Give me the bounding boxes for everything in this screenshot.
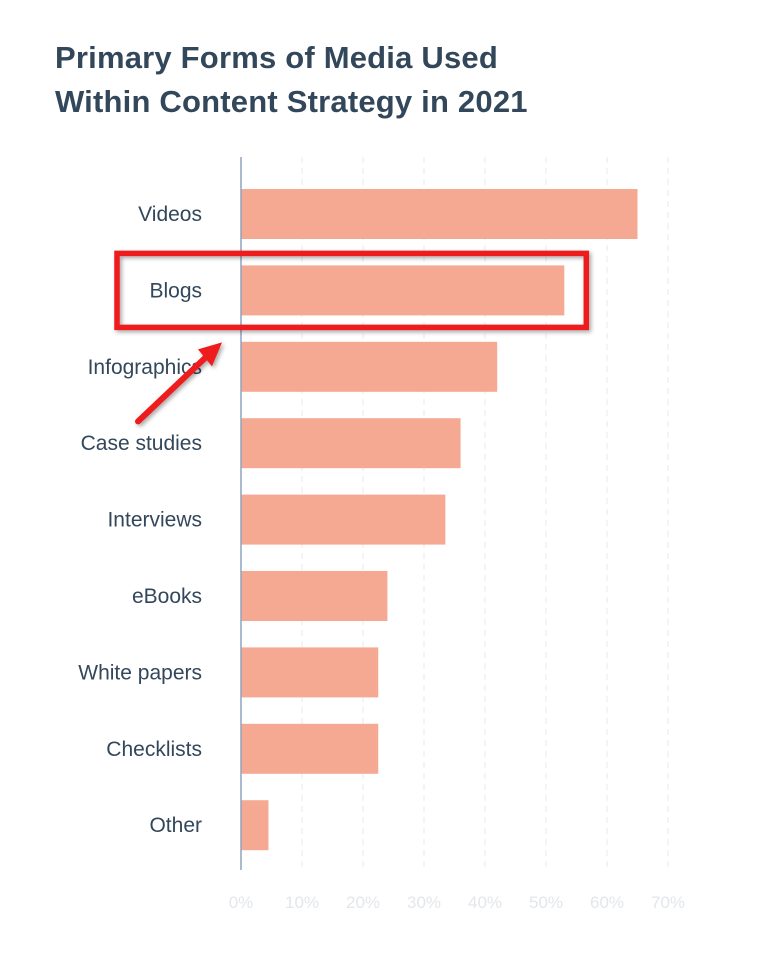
x-tick-label-30: 30% [407, 893, 441, 912]
category-label-other: Other [149, 814, 202, 837]
chart-title-line-1: Primary Forms of Media Used [55, 40, 498, 75]
bar-checklists [241, 723, 379, 774]
bar-infographics [241, 341, 498, 392]
arrow-head [198, 342, 222, 367]
chart-title-line-2: Within Content Strategy in 2021 [55, 84, 528, 119]
category-labels: Videos Blogs Infographics Case studies Inter… [78, 203, 202, 837]
bar-case-studies [241, 418, 461, 469]
x-tick-label-40: 40% [468, 893, 502, 912]
bar-videos [241, 189, 638, 239]
bar-interviews [241, 494, 446, 545]
bar-ebooks [241, 571, 388, 621]
highlight-box-blogs [114, 250, 590, 331]
category-label-interviews: Interviews [107, 509, 202, 532]
category-label-ebooks: eBooks [132, 585, 202, 608]
chart-title: Primary Forms of Media Used Within Conte… [55, 36, 695, 124]
x-tick-label-60: 60% [590, 893, 624, 912]
x-tick-label-70: 70% [651, 893, 685, 912]
x-axis-ticks: 0% 10% 20% 30% 40% 50% 60% 70% [229, 893, 685, 912]
arrow-shaft [135, 348, 215, 425]
category-label-infographics: Infographics [88, 356, 202, 379]
bars [241, 189, 638, 851]
x-tick-label-0: 0% [229, 893, 254, 912]
bar-white-papers [241, 647, 379, 698]
category-label-white-papers: White papers [78, 661, 202, 684]
x-tick-label-20: 20% [346, 893, 380, 912]
arrow-blogs [135, 342, 222, 425]
category-label-case-studies: Case studies [81, 432, 202, 455]
x-tick-label-50: 50% [529, 893, 563, 912]
category-label-blogs: Blogs [149, 279, 202, 302]
category-label-checklists: Checklists [106, 738, 202, 761]
category-label-videos: Videos [138, 203, 202, 226]
bar-blogs [241, 265, 565, 316]
annotations [114, 250, 590, 425]
bar-other [241, 800, 269, 851]
x-tick-label-10: 10% [285, 893, 319, 912]
